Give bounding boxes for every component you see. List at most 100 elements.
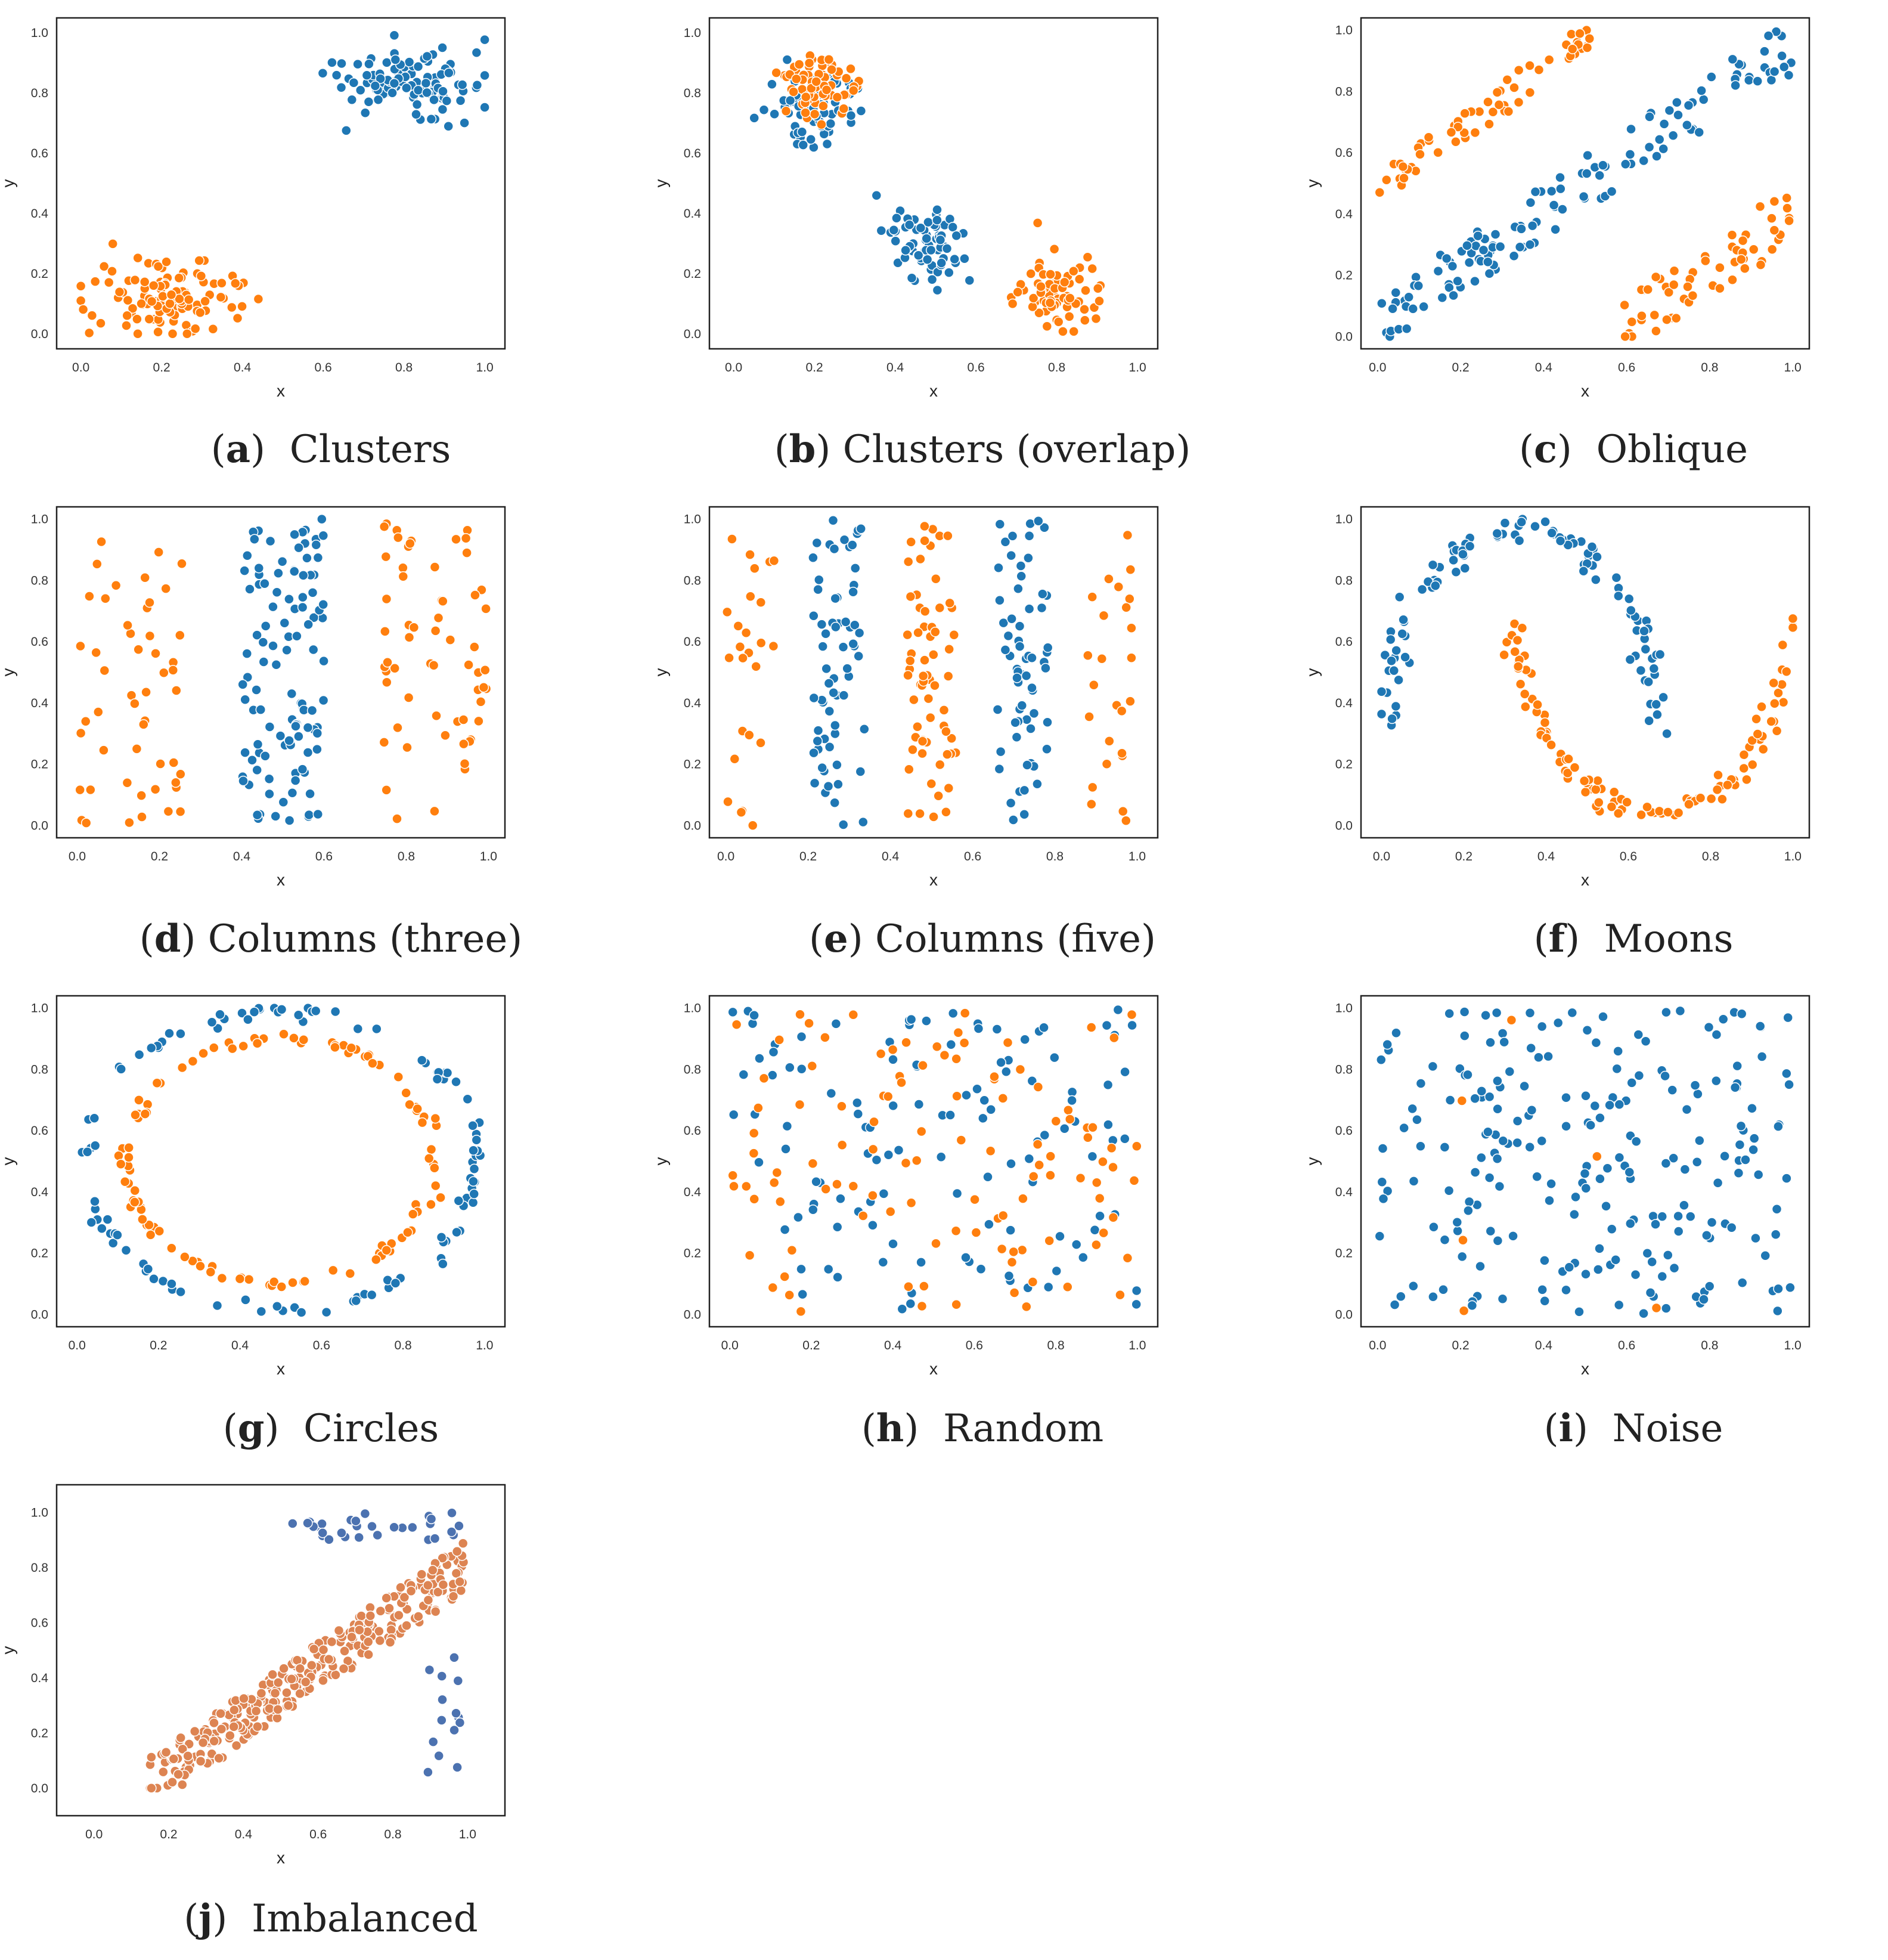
x-tick-label: 0.4 bbox=[231, 1339, 249, 1352]
scatter-point bbox=[1743, 75, 1754, 86]
y-tick-label: 0.8 bbox=[684, 86, 701, 100]
scatter-point bbox=[828, 688, 839, 698]
scatter-point bbox=[451, 1076, 461, 1087]
y-tick-label: 0.4 bbox=[1335, 208, 1353, 221]
scatter-point bbox=[276, 1004, 287, 1015]
scatter-point bbox=[1376, 686, 1387, 697]
panel-c: 0.0 0.2 0.4 0.6 0.8 1.00.00.20.40.60.81.0xy bbox=[1303, 17, 1811, 400]
y-tick-label: 0.8 bbox=[1335, 574, 1353, 587]
scatter-point bbox=[405, 1586, 417, 1597]
scatter-point bbox=[947, 1008, 959, 1019]
scatter-point bbox=[416, 1055, 427, 1066]
scatter-point bbox=[1781, 666, 1792, 677]
y-tick-label: 0.2 bbox=[31, 1726, 48, 1740]
scatter-point bbox=[917, 748, 928, 759]
scatter-point bbox=[1644, 716, 1654, 726]
scatter-point bbox=[272, 1677, 284, 1688]
y-tick-label: 0.2 bbox=[1335, 269, 1353, 283]
scatter-point bbox=[112, 1230, 123, 1240]
caption-letter: i bbox=[1558, 1406, 1573, 1451]
scatter-point bbox=[1737, 235, 1749, 246]
scatter-point bbox=[826, 64, 837, 75]
scatter-point bbox=[327, 57, 337, 68]
y-tick-label: 0.4 bbox=[684, 696, 702, 710]
scatter-point bbox=[292, 631, 302, 642]
scatter-point bbox=[1610, 1255, 1621, 1265]
scatter-point bbox=[240, 1295, 251, 1305]
scatter-point bbox=[1495, 241, 1506, 252]
scatter-point bbox=[749, 113, 759, 123]
scatter-point bbox=[1016, 1244, 1028, 1256]
scatter-point bbox=[1462, 240, 1472, 251]
scatter-point bbox=[941, 807, 951, 818]
scatter-point bbox=[1446, 127, 1457, 138]
scatter-point bbox=[1640, 1036, 1651, 1047]
scatter-point bbox=[237, 301, 247, 312]
scatter-point bbox=[1757, 744, 1769, 755]
scatter-point bbox=[1087, 1122, 1098, 1133]
scatter-point bbox=[832, 759, 842, 770]
scatter-point bbox=[148, 1273, 159, 1284]
scatter-point bbox=[1642, 1248, 1653, 1259]
scatter-point bbox=[1669, 265, 1680, 276]
scatter-point bbox=[1668, 1153, 1679, 1164]
scatter-point bbox=[734, 641, 746, 652]
scatter-point bbox=[479, 102, 490, 113]
scatter-point bbox=[1019, 809, 1030, 820]
scatter-point bbox=[1376, 708, 1387, 720]
scatter-point bbox=[1475, 1261, 1486, 1272]
scatter-point bbox=[318, 530, 329, 541]
scatter-point bbox=[1044, 297, 1056, 308]
x-tick-label: 0.4 bbox=[1537, 850, 1555, 863]
scatter-point bbox=[780, 1144, 791, 1154]
scatter-point bbox=[1386, 655, 1397, 667]
scatter-point bbox=[330, 1670, 341, 1680]
scatter-point bbox=[260, 751, 271, 761]
scatter-point bbox=[167, 329, 178, 339]
scatter-point bbox=[1733, 1168, 1744, 1179]
scatter-point bbox=[1504, 1066, 1515, 1077]
scatter-point bbox=[146, 1752, 157, 1763]
scatter-point bbox=[93, 707, 104, 717]
scatter-point bbox=[1567, 1007, 1578, 1018]
scatter-point bbox=[796, 1063, 807, 1075]
scatter-point bbox=[1582, 1024, 1593, 1036]
scatter-point bbox=[1652, 709, 1663, 720]
scatter-point bbox=[921, 1015, 932, 1026]
scatter-point bbox=[827, 515, 839, 526]
scatter-point bbox=[959, 1008, 971, 1018]
scatter-point bbox=[424, 1664, 435, 1676]
scatter-point bbox=[127, 303, 138, 314]
scatter-point bbox=[1021, 1301, 1032, 1312]
scatter-point bbox=[733, 621, 744, 631]
scatter-point bbox=[401, 1620, 412, 1631]
scatter-point bbox=[1543, 54, 1555, 66]
scatter-point bbox=[1014, 641, 1025, 652]
scatter-point bbox=[216, 1272, 228, 1284]
scatter-point bbox=[153, 261, 164, 272]
scatter-point bbox=[1591, 784, 1601, 795]
scatter-point bbox=[1582, 150, 1593, 161]
scatter-point bbox=[1727, 54, 1738, 65]
x-tick-label: 0.4 bbox=[235, 1828, 253, 1841]
scatter-point bbox=[1084, 711, 1095, 722]
scatter-point bbox=[1113, 581, 1124, 592]
scatter-point bbox=[166, 1243, 177, 1254]
scatter-point bbox=[1019, 1034, 1030, 1045]
scatter-point bbox=[446, 1526, 457, 1537]
scatter-point bbox=[1498, 1135, 1509, 1146]
scatter-point bbox=[1561, 1092, 1571, 1103]
scatter-point bbox=[438, 1258, 448, 1269]
series-class-0b bbox=[902, 521, 961, 822]
scatter-point bbox=[775, 1196, 786, 1207]
scatter-point bbox=[951, 1188, 963, 1199]
scatter-point bbox=[1696, 85, 1707, 96]
scatter-point bbox=[392, 813, 402, 824]
scatter-point bbox=[1661, 728, 1672, 739]
scatter-point bbox=[1000, 645, 1011, 655]
scatter-point bbox=[1019, 785, 1030, 796]
scatter-point bbox=[317, 513, 327, 525]
series-class-0 bbox=[771, 50, 864, 130]
scatter-point bbox=[1374, 1231, 1385, 1241]
x-tick-label: 0.2 bbox=[1455, 850, 1472, 863]
